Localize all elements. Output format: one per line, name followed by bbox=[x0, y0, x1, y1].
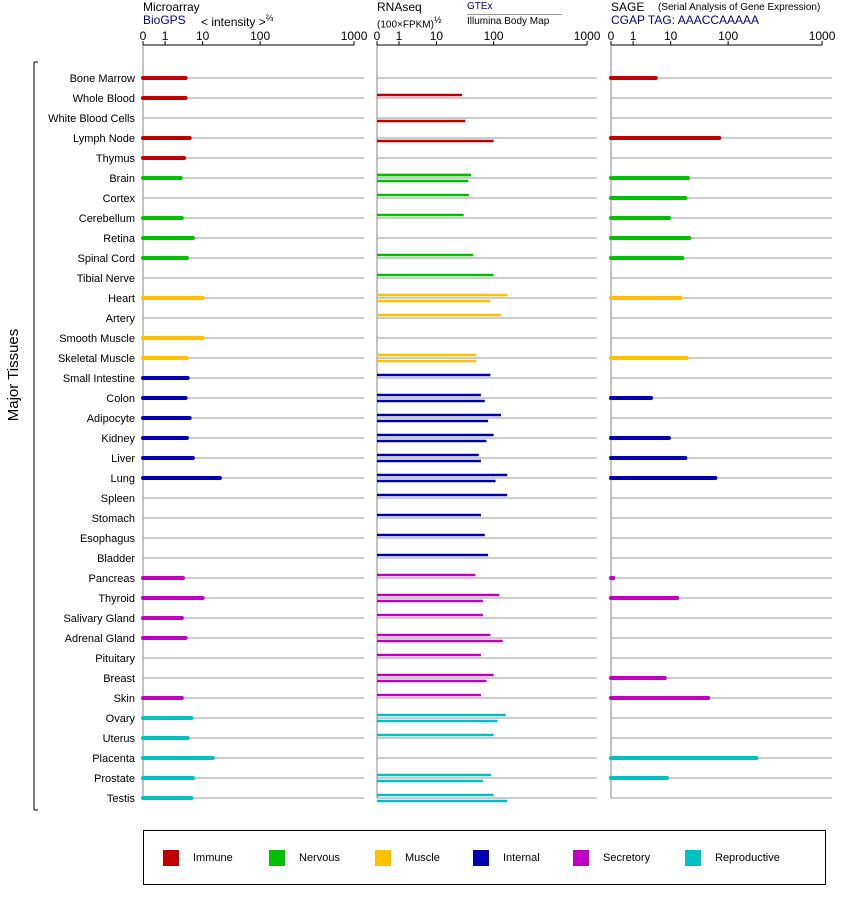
microarray-measure-exponent: ⅔ bbox=[265, 13, 274, 23]
tissue-label: Artery bbox=[106, 313, 136, 325]
rnaseq-tick-label-0: 0 bbox=[374, 29, 381, 43]
sage-tick-label-1000: 1000 bbox=[809, 29, 836, 43]
rnaseq-source-divider bbox=[467, 14, 562, 15]
sage-tick-label-10: 10 bbox=[664, 29, 678, 43]
tissue-label: Retina bbox=[103, 233, 136, 245]
legend-label-nervous: Nervous bbox=[299, 852, 340, 864]
legend-item-immune: Immune bbox=[163, 850, 233, 866]
tissue-label: Adipocyte bbox=[87, 413, 135, 425]
rnaseq-tick-label-10: 10 bbox=[430, 29, 444, 43]
tissue-label: Stomach bbox=[92, 513, 135, 525]
tissue-bracket bbox=[33, 61, 38, 811]
tissue-label: Breast bbox=[103, 673, 135, 685]
legend-item-muscle: Muscle bbox=[375, 850, 440, 866]
microarray-tick-label-1000: 1000 bbox=[341, 29, 368, 43]
tissue-label: Thyroid bbox=[98, 593, 135, 605]
microarray-tick-label-10: 10 bbox=[196, 29, 210, 43]
tissue-label: Brain bbox=[109, 173, 135, 185]
tissue-label: Spinal Cord bbox=[78, 253, 135, 265]
legend-swatch-muscle bbox=[375, 850, 391, 866]
y-axis-label: Major Tissues bbox=[5, 329, 22, 422]
rnaseq-measure: (100×FPKM)½ bbox=[377, 15, 441, 30]
tissue-label: Placenta bbox=[92, 753, 136, 765]
tissue-label: Adrenal Gland bbox=[65, 633, 135, 645]
tissue-label: Colon bbox=[106, 393, 135, 405]
legend-label-reproductive: Reproductive bbox=[715, 852, 780, 864]
microarray-title: Microarray bbox=[143, 0, 200, 14]
tissue-label: Lymph Node bbox=[73, 133, 135, 145]
tissue-label: Skeletal Muscle bbox=[58, 353, 135, 365]
legend-swatch-nervous bbox=[269, 850, 285, 866]
tissue-label: Small Intestine bbox=[63, 373, 135, 385]
sage-subtitle: (Serial Analysis of Gene Expression) bbox=[658, 2, 821, 13]
microarray-measure: < intensity >⅔ bbox=[201, 13, 273, 29]
tissue-label: Cortex bbox=[103, 193, 136, 205]
rnaseq-tick-label-1000: 1000 bbox=[574, 29, 601, 43]
tissue-label: Uterus bbox=[103, 733, 136, 745]
microarray-tick-label-0: 0 bbox=[140, 29, 147, 43]
tissue-label: Cerebellum bbox=[79, 213, 135, 225]
rnaseq-measure-exponent: ½ bbox=[433, 15, 442, 25]
tissue-label: Salivary Gland bbox=[63, 613, 135, 625]
tissue-label: White Blood Cells bbox=[48, 113, 135, 125]
rnaseq-tick-label-100: 100 bbox=[484, 29, 504, 43]
rnaseq-tick-label-1: 1 bbox=[396, 29, 403, 43]
sage-tag: CGAP TAG: AAACCAAAAA bbox=[611, 13, 760, 27]
microarray-tick-label-100: 100 bbox=[250, 29, 270, 43]
sage-tick-label-100: 100 bbox=[718, 29, 738, 43]
gridlines bbox=[143, 77, 832, 799]
legend-swatch-secretory bbox=[573, 850, 589, 866]
tissue-label: Pituitary bbox=[95, 653, 135, 665]
microarray-tick-label-1: 1 bbox=[162, 29, 169, 43]
rnaseq-source-gtex: GTEx bbox=[467, 1, 493, 12]
legend-label-muscle: Muscle bbox=[405, 852, 440, 864]
legend-swatch-internal bbox=[473, 850, 489, 866]
tissue-label: Heart bbox=[108, 293, 135, 305]
rnaseq-title: RNAseq bbox=[377, 0, 422, 14]
tissue-label: Thymus bbox=[96, 153, 136, 165]
tissue-label: Whole Blood bbox=[73, 93, 135, 105]
legend-item-secretory: Secretory bbox=[573, 850, 650, 866]
tissue-label: Testis bbox=[107, 793, 136, 805]
tissue-label: Bladder bbox=[97, 553, 135, 565]
tissue-label: Prostate bbox=[94, 773, 135, 785]
tissue-label: Spleen bbox=[101, 493, 135, 505]
legend-label-immune: Immune bbox=[193, 852, 233, 864]
sage-title: SAGE bbox=[611, 0, 645, 14]
legend-label-internal: Internal bbox=[503, 852, 540, 864]
tissue-label: Ovary bbox=[106, 713, 136, 725]
legend-swatch-immune bbox=[163, 850, 179, 866]
axes: 0 1 10 100 1000 0 1 10 100 1000 0 1 10 100 1000 bbox=[140, 29, 836, 798]
legend-item-internal: Internal bbox=[473, 850, 540, 866]
tissue-label: Liver bbox=[111, 453, 135, 465]
tissue-label: Skin bbox=[114, 693, 135, 705]
bars bbox=[141, 76, 759, 803]
rnaseq-source-illumina: Illumina Body Map bbox=[467, 16, 550, 27]
tissue-label: Bone Marrow bbox=[70, 73, 135, 85]
tissue-label: Esophagus bbox=[80, 533, 136, 545]
legend: Immune Nervous Muscle Internal Secretory… bbox=[143, 830, 826, 885]
tissue-label: Lung bbox=[111, 473, 135, 485]
legend-item-reproductive: Reproductive bbox=[685, 850, 780, 866]
tissue-label: Kidney bbox=[101, 433, 135, 445]
legend-label-secretory: Secretory bbox=[603, 852, 651, 864]
legend-item-nervous: Nervous bbox=[269, 850, 340, 866]
tissue-label: Tibial Nerve bbox=[77, 273, 135, 285]
legend-swatch-reproductive bbox=[685, 850, 701, 866]
microarray-source: BioGPS bbox=[143, 13, 186, 27]
microarray-measure-text: < intensity > bbox=[201, 15, 266, 29]
tissue-labels: Bone Marrow Whole Blood White Blood Cells L… bbox=[48, 73, 136, 805]
rnaseq-measure-text: (100×FPKM) bbox=[377, 19, 434, 31]
tissue-label: Smooth Muscle bbox=[59, 333, 135, 345]
tissue-label: Pancreas bbox=[89, 573, 136, 585]
sage-tick-label-0: 0 bbox=[608, 29, 615, 43]
sage-tick-label-1: 1 bbox=[630, 29, 637, 43]
